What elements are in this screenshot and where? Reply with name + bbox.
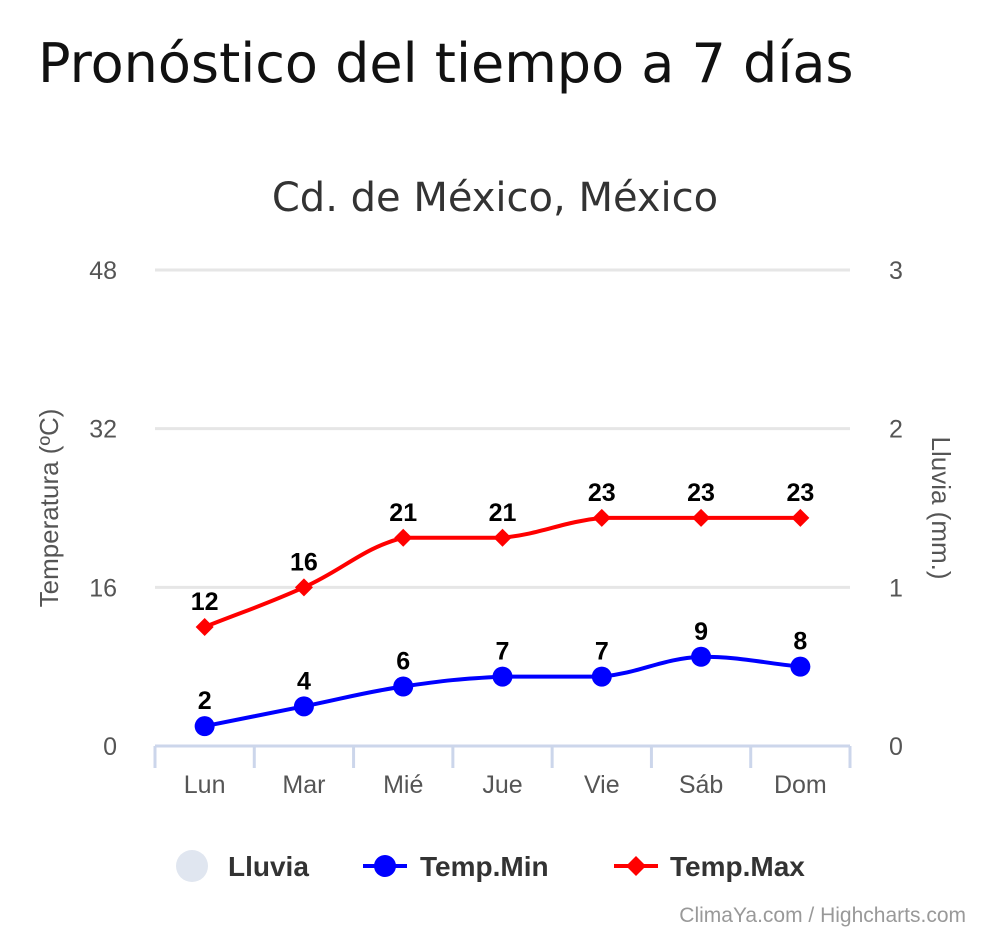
legend-label: Temp.Min — [420, 851, 549, 882]
legend-symbol-circle-icon — [374, 855, 396, 877]
temp-min-point — [790, 656, 811, 677]
x-axis: Lun Mar Mié Jue Vie Sáb Dom — [153, 744, 852, 799]
temp-max-point — [294, 578, 313, 597]
legend-item-lluvia[interactable]: Lluvia — [176, 850, 309, 882]
chart-title: Cd. de México, México — [272, 175, 718, 221]
temp-max-point — [692, 508, 711, 527]
y-right-tick-label: 0 — [889, 733, 903, 761]
temp-min-data-label: 6 — [396, 648, 410, 676]
y-axis-right: 0 1 2 3 — [889, 257, 903, 761]
legend-label: Temp.Max — [670, 851, 805, 882]
temp-max-point — [394, 528, 413, 547]
legend-item-temp-max[interactable]: Temp.Max — [614, 851, 805, 882]
x-tick-label: Mié — [383, 771, 423, 799]
temp-max-point — [493, 528, 512, 547]
temp-min-point — [393, 676, 414, 697]
y-right-tick-label: 1 — [889, 574, 903, 602]
temp-min-point — [492, 666, 513, 687]
temp-max-data-label: 23 — [786, 479, 814, 507]
temp-max-data-label: 12 — [191, 588, 219, 616]
y-left-tick-label: 48 — [89, 257, 117, 285]
temp-min-point — [194, 716, 215, 737]
y-left-tick-label: 32 — [89, 416, 117, 444]
y-right-tick-label: 2 — [889, 416, 903, 444]
temp-min-data-label: 2 — [198, 687, 212, 715]
temp-min-data-label: 7 — [595, 638, 609, 666]
temp-max-data-label: 21 — [389, 499, 417, 527]
y-axis-left: 0 16 32 48 — [89, 257, 117, 761]
temp-max-data-label: 23 — [588, 479, 616, 507]
series-layer: 2 4 6 7 7 9 8 12 16 21 21 23 23 23 — [191, 479, 814, 737]
legend: Lluvia Temp.Min Temp.Max — [176, 850, 805, 882]
temp-min-point — [293, 696, 314, 717]
temp-max-point — [592, 508, 611, 527]
legend-symbol-diamond-icon — [626, 856, 646, 876]
page-title: Pronóstico del tiempo a 7 días — [38, 32, 854, 95]
y-left-tick-label: 16 — [89, 574, 117, 602]
legend-symbol-circle-icon — [176, 850, 208, 882]
temp-min-data-label: 7 — [496, 638, 510, 666]
x-tick-label: Lun — [184, 771, 226, 799]
temp-min-data-label: 9 — [694, 618, 708, 646]
y-axis-right-title: Lluvia (mm.) — [926, 436, 956, 579]
x-tick-label: Dom — [774, 771, 827, 799]
grid-lines — [155, 268, 850, 589]
temp-min-data-label: 8 — [793, 628, 807, 656]
temp-max-point — [195, 618, 214, 636]
legend-item-temp-min[interactable]: Temp.Min — [363, 851, 549, 882]
x-tick-label: Vie — [584, 771, 620, 799]
temp-min-data-label: 4 — [297, 667, 311, 695]
legend-label: Lluvia — [228, 851, 309, 882]
temp-min-point — [691, 646, 712, 667]
y-axis-left-title: Temperatura (ºC) — [34, 409, 64, 608]
x-tick-label: Mar — [282, 771, 325, 799]
x-tick-label: Sáb — [679, 771, 723, 799]
temp-max-point — [791, 508, 810, 527]
temp-max-data-label: 23 — [687, 479, 715, 507]
temp-min-point — [591, 666, 612, 687]
temp-max-data-label: 16 — [290, 548, 318, 576]
temp-max-data-label: 21 — [489, 499, 517, 527]
credits-link[interactable]: ClimaYa.com / Highcharts.com — [679, 904, 966, 927]
x-tick-label: Jue — [482, 771, 522, 799]
y-left-tick-label: 0 — [103, 733, 117, 761]
y-right-tick-label: 3 — [889, 257, 903, 285]
